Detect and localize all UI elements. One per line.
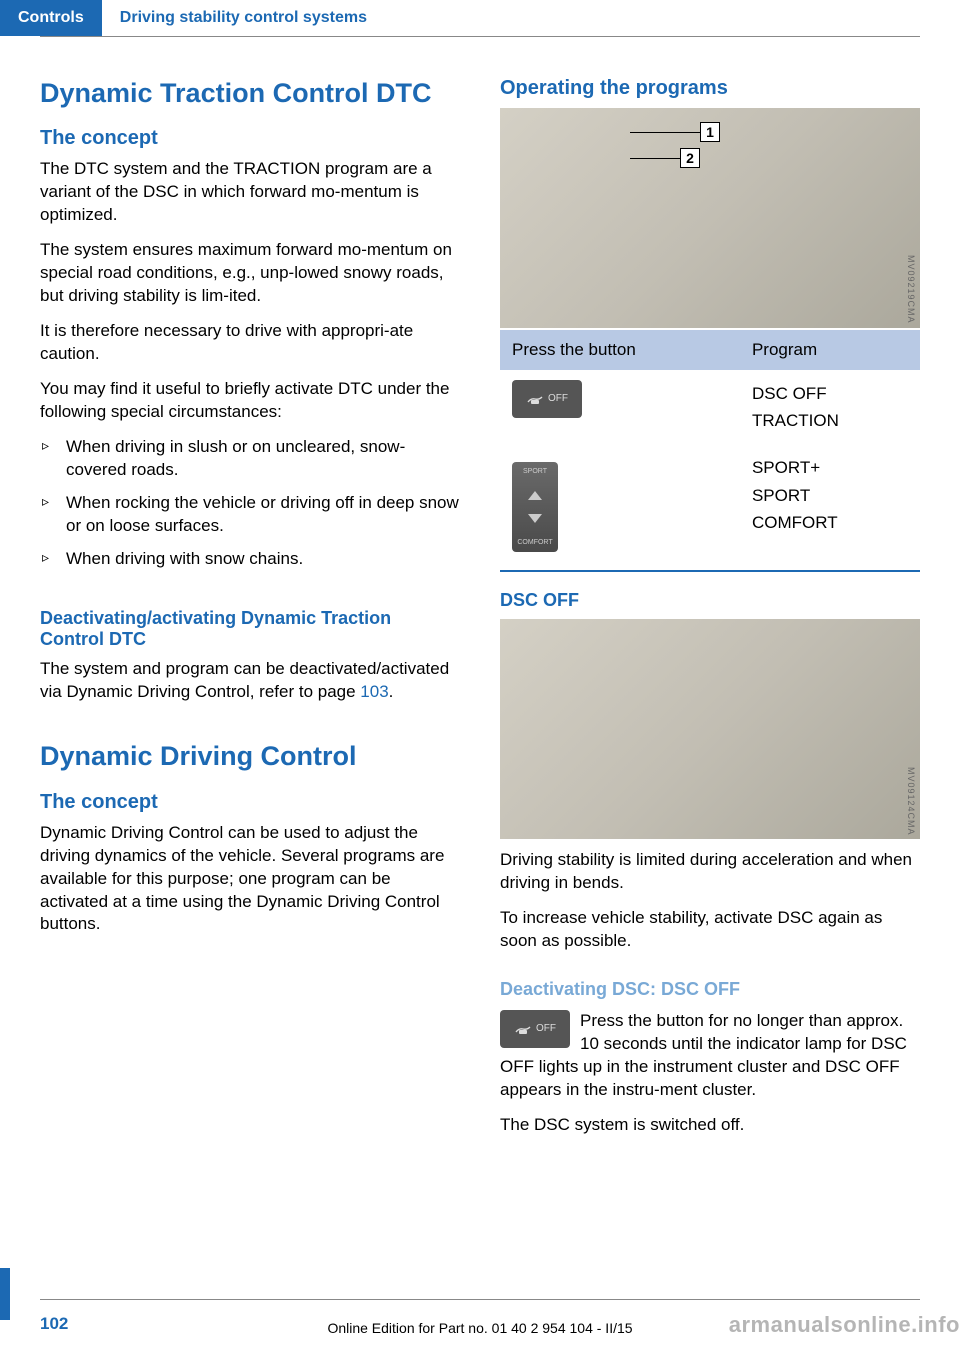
- subheading-concept-ddc: The concept: [40, 791, 460, 814]
- table-header-row: Press the button Program: [500, 330, 920, 370]
- subheading-deactivating-dtc: Deactivating/activating Dynamic Traction…: [40, 608, 460, 650]
- para: Dynamic Driving Control can be used to a…: [40, 822, 460, 937]
- image-code: MV09124CMA: [906, 767, 916, 836]
- subheading-operating-programs: Operating the programs: [500, 77, 920, 100]
- table-cell-button-off: OFF: [500, 370, 740, 444]
- dsc-off-button-icon: OFF: [512, 380, 582, 418]
- drive-mode-rocker-icon: SPORT COMFORT: [512, 462, 558, 552]
- triangle-down-icon: [528, 514, 542, 523]
- subheading-concept-dtc: The concept: [40, 127, 460, 150]
- para: OFF Press the button for no longer than …: [500, 1010, 920, 1102]
- page-number: 102: [40, 1314, 68, 1333]
- header-tab-controls: Controls: [0, 0, 102, 36]
- para: To increase vehicle stability, activate …: [500, 907, 920, 953]
- heading-dtc: Dynamic Traction Control DTC: [40, 77, 460, 109]
- program-comfort: COMFORT: [752, 513, 838, 532]
- subheading-dsc-off: DSC OFF: [500, 590, 920, 611]
- callout-2: 2: [680, 148, 700, 168]
- program-sport-plus: SPORT+: [752, 458, 820, 477]
- program-sport: SPORT: [752, 486, 810, 505]
- para-text: .: [389, 682, 394, 701]
- para: The system ensures maximum forward mo‐me…: [40, 239, 460, 308]
- right-column: Operating the programs 1 2 MV09219CMA Pr…: [500, 77, 920, 1149]
- left-column: Dynamic Traction Control DTC The concept…: [40, 77, 460, 1149]
- off-label: OFF: [548, 391, 568, 407]
- subheading-deactivating-dsc-off: Deactivating DSC: DSC OFF: [500, 979, 920, 1000]
- header-section-title: Driving stability control systems: [102, 0, 385, 36]
- callout-1: 1: [700, 122, 720, 142]
- list-item: When driving in slush or on uncleared, s…: [40, 436, 460, 482]
- bullet-list: When driving in slush or on uncleared, s…: [40, 436, 460, 581]
- table-cell-program: DSC OFF TRACTION: [740, 370, 920, 444]
- page-link-103[interactable]: 103: [360, 682, 388, 701]
- callout-line: [630, 132, 700, 133]
- table-header: Program: [740, 330, 920, 370]
- para: Driving stability is limited during acce…: [500, 849, 920, 895]
- para: You may find it useful to briefly activa…: [40, 378, 460, 424]
- table-cell-button-rocker: SPORT COMFORT: [500, 444, 740, 562]
- callout-line: [630, 158, 680, 159]
- console-photo-2: MV09124CMA: [500, 619, 920, 839]
- footer-edition-text: Online Edition for Part no. 01 40 2 954 …: [327, 1320, 632, 1336]
- list-item: When rocking the vehicle or driving off …: [40, 492, 460, 538]
- table-row: OFF DSC OFF TRACTION: [500, 370, 920, 444]
- car-skid-icon: [526, 392, 544, 406]
- table-row: SPORT COMFORT SPORT+ SPORT COMFORT: [500, 444, 920, 562]
- list-item: When driving with snow chains.: [40, 548, 460, 571]
- image-code: MV09219CMA: [906, 255, 916, 324]
- para: The DTC system and the TRACTION program …: [40, 158, 460, 227]
- console-photo-1: 1 2 MV09219CMA: [500, 108, 920, 328]
- table-header: Press the button: [500, 330, 740, 370]
- heading-ddc: Dynamic Driving Control: [40, 740, 460, 772]
- program-table: Press the button Program OFF DSC OFF TRA…: [500, 330, 920, 562]
- para: It is therefore necessary to drive with …: [40, 320, 460, 366]
- footer-rule: [40, 1299, 920, 1300]
- dsc-off-button-icon-inline: OFF: [500, 1010, 570, 1048]
- table-cell-program: SPORT+ SPORT COMFORT: [740, 444, 920, 562]
- page-header: Controls Driving stability control syste…: [0, 0, 960, 36]
- program-dsc-off: DSC OFF: [752, 384, 827, 403]
- watermark: armanualsonline.info: [729, 1312, 960, 1338]
- content-area: Dynamic Traction Control DTC The concept…: [0, 37, 960, 1149]
- sport-label: SPORT: [523, 466, 547, 477]
- para: The DSC system is switched off.: [500, 1114, 920, 1137]
- table-rule: [500, 570, 920, 572]
- car-skid-icon: [514, 1022, 532, 1036]
- para: The system and program can be deactivate…: [40, 658, 460, 704]
- off-label: OFF: [536, 1022, 556, 1036]
- triangle-up-icon: [528, 491, 542, 500]
- program-traction: TRACTION: [752, 411, 839, 430]
- comfort-label: COMFORT: [517, 537, 552, 548]
